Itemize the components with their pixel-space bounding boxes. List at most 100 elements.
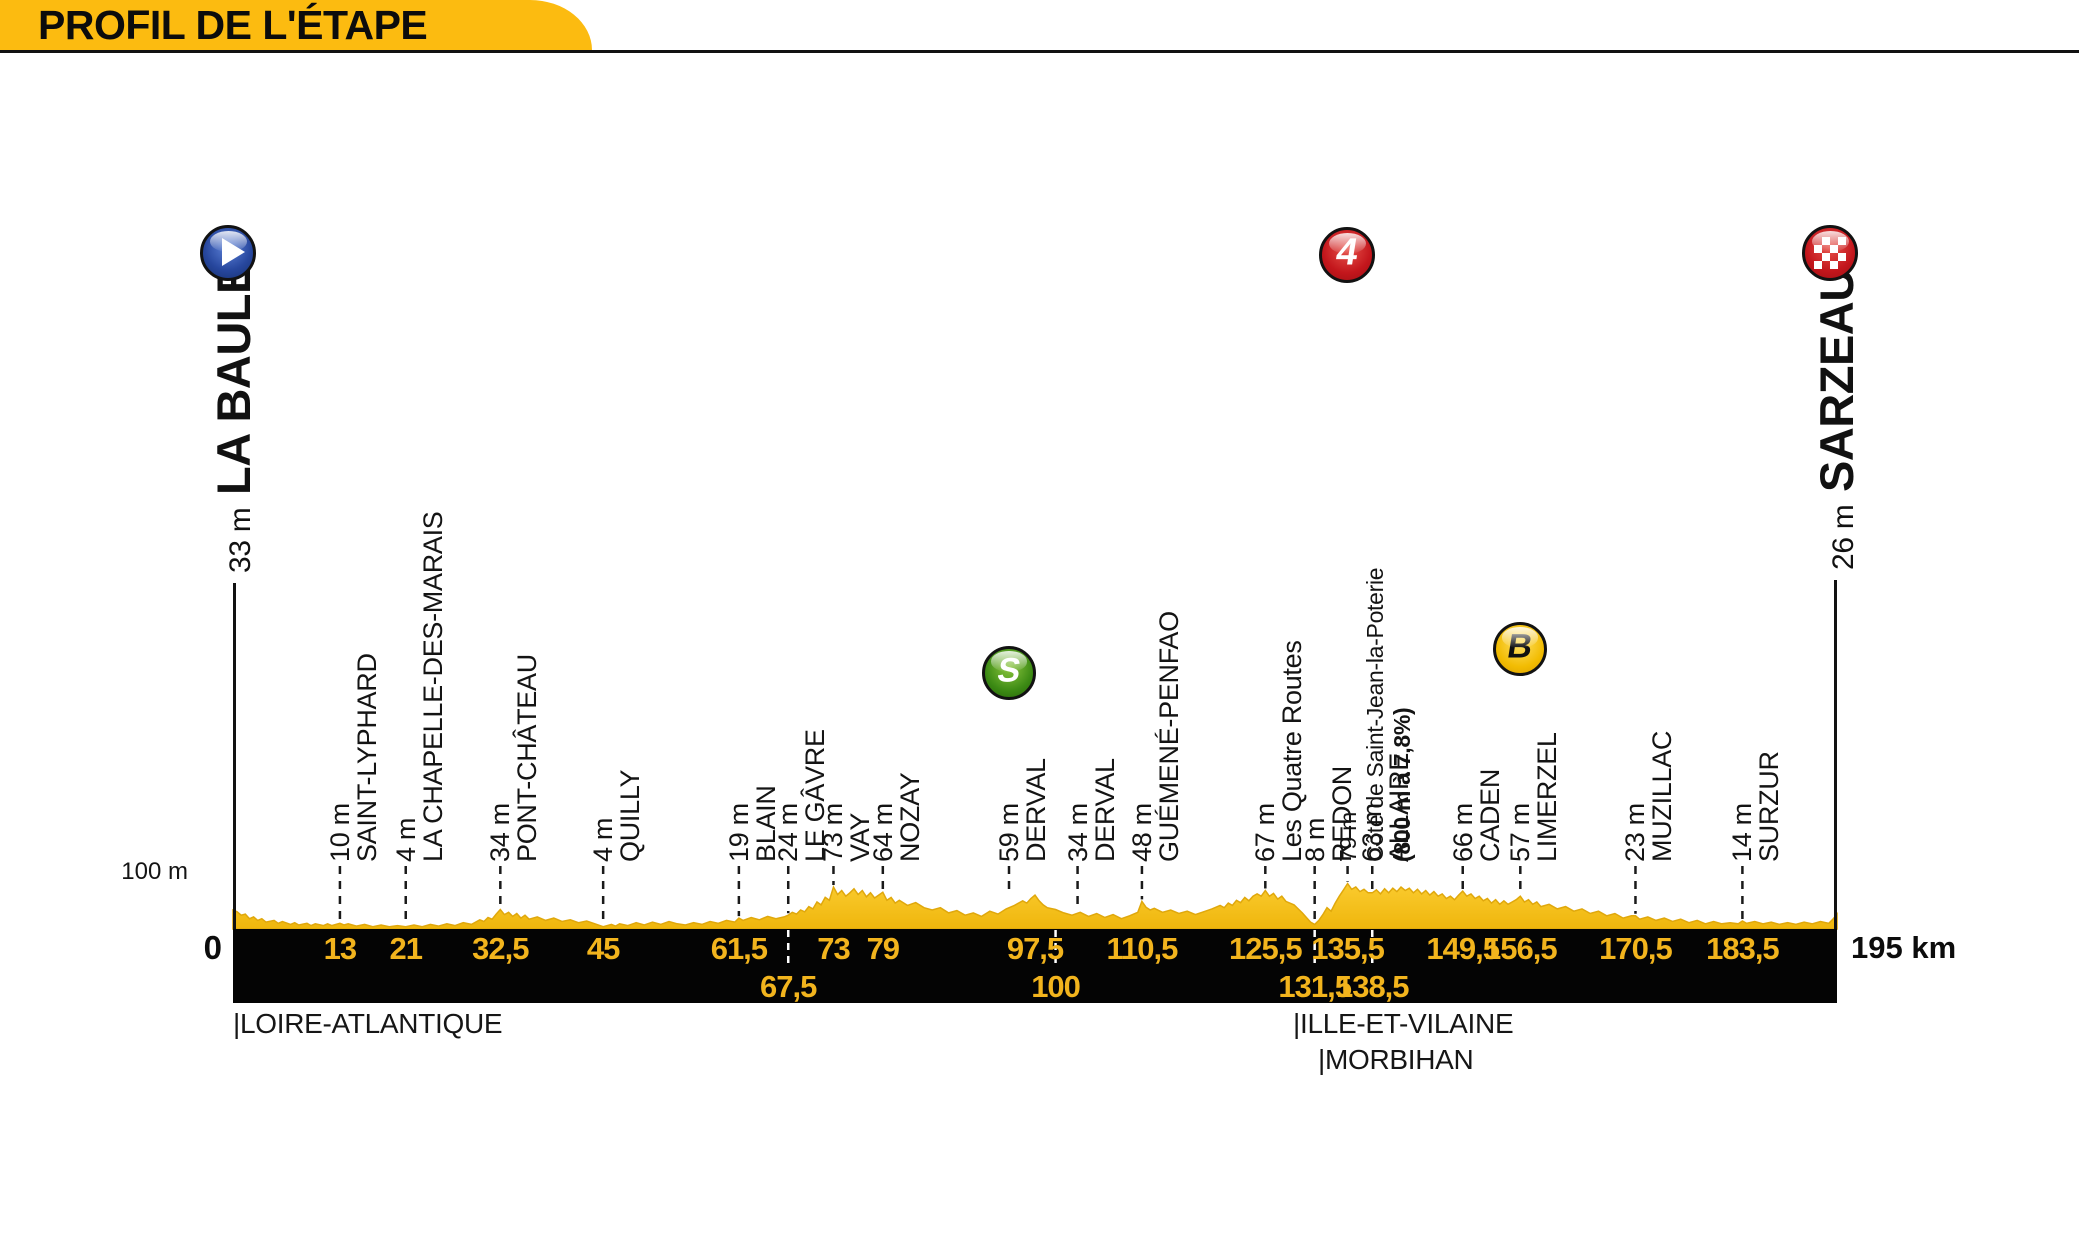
finish-city-label: 26 m SARZEAU [1810, 268, 1863, 571]
waypoint-name: LA CHAPELLE-DES-MARAIS [417, 511, 448, 862]
page-title: PROFIL DE L'ÉTAPE [38, 2, 428, 48]
bonus-icon: B [1493, 622, 1547, 676]
waypoint-label: 57 m LIMERZEL [1505, 732, 1562, 862]
km-marker: 156,5 [1484, 931, 1558, 966]
finish-altitude: 26 m [1827, 504, 1860, 571]
waypoint-label: 34 m PONT-CHÂTEAU [485, 654, 542, 862]
header-divider [0, 50, 2079, 53]
start-city-label: 33 m LA BAULE [207, 263, 260, 574]
km-marker: 131,5 [1278, 969, 1352, 1004]
waypoint-label: 24 m LE GÂVRE [773, 729, 830, 862]
sprint-icon: S [982, 646, 1036, 700]
waypoint-altitude: 10 m [324, 803, 355, 862]
sprint-letter: S [994, 651, 1024, 690]
waypoint-name: QUILLY [615, 769, 646, 862]
checkered-pattern-icon [1814, 237, 1846, 269]
km-marker: 61,5 [710, 931, 768, 966]
play-triangle-icon [222, 238, 245, 266]
waypoint-altitude: 73 m [818, 803, 849, 862]
km-marker: 21 [389, 931, 422, 966]
finish-city-name: SARZEAU [1810, 268, 1863, 492]
bonus-letter: B [1504, 627, 1536, 666]
waypoint-altitude: 4 m [588, 817, 619, 862]
km-marker: 183,5 [1706, 931, 1780, 966]
km-marker: 32,5 [472, 931, 529, 966]
waypoint-label: 4 m LA CHAPELLE-DES-MARAIS [390, 511, 448, 862]
waypoint-label: 34 m DERVAL [1062, 758, 1120, 862]
waypoint-name: PONT-CHÂTEAU [512, 654, 543, 862]
km-marker: 100 [1031, 969, 1081, 1004]
km-marker: 138,5 [1335, 969, 1410, 1004]
spacer [224, 495, 257, 503]
header-banner: PROFIL DE L'ÉTAPE [0, 0, 592, 50]
terrain-profile [232, 882, 1838, 930]
waypoint-altitude: 24 m [773, 803, 804, 862]
waypoint-altitude: 34 m [485, 803, 516, 862]
waypoint-altitude: 57 m [1505, 803, 1536, 862]
waypoint-altitude: 4 m [390, 817, 421, 862]
waypoint-label: 19 m BLAIN [723, 785, 781, 862]
waypoint-label: 23 m MUZILLAC [1620, 731, 1677, 862]
waypoint-label: 48 m GUÉMENÉ-PENFAO [1126, 611, 1184, 862]
distance-bar [233, 929, 1837, 1003]
cat4-number: 4 [1333, 231, 1361, 274]
waypoint-name: DERVAL [1089, 758, 1120, 862]
waypoint-altitude: 23 m [1620, 803, 1651, 862]
waypoint-label: 67 m Les Quatre Routes [1250, 640, 1307, 862]
total-distance-label: 195 km [1851, 930, 1957, 965]
km-marker: 67,5 [760, 969, 817, 1004]
waypoint-name: MUZILLAC [1647, 730, 1678, 862]
waypoint-altitude: 64 m [867, 803, 898, 862]
start-play-icon [200, 225, 256, 281]
waypoint-altitude: 48 m [1126, 803, 1157, 862]
waypoint-altitude: 8 m [1299, 817, 1330, 862]
km-marker: 135,5 [1311, 931, 1385, 966]
waypoint-altitude: 66 m [1447, 803, 1478, 862]
waypoint-altitude: 67 m [1250, 803, 1281, 862]
finish-checkered-flag-icon [1802, 225, 1858, 281]
km-marker: 149,5 [1426, 931, 1500, 966]
waypoint-label: 63 m ALLAIRE [1357, 753, 1414, 862]
department-label-loire-atlantique: |LOIRE-ATLANTIQUE [233, 1008, 503, 1039]
category-4-climb-icon: 4 [1319, 227, 1375, 283]
waypoint-altitude: 59 m [994, 803, 1024, 862]
waypoint-altitude: 19 m [723, 803, 754, 862]
department-label-morbihan: |MORBIHAN [1318, 1044, 1474, 1075]
waypoint-label: 14 m SURZUR [1727, 751, 1784, 862]
km-marker: 45 [586, 931, 620, 966]
waypoint-label: 73 m VAY [818, 803, 875, 862]
km-marker: 110,5 [1106, 931, 1178, 966]
waypoint-altitude: 63 m [1357, 803, 1388, 862]
km-marker: 73 [817, 931, 850, 966]
waypoint-label: 8 m REDON [1299, 766, 1357, 862]
waypoint-label: 59 m DERVAL [994, 758, 1051, 862]
waypoint-name: LIMERZEL [1532, 732, 1563, 862]
waypoint-name: SURZUR [1754, 751, 1785, 862]
waypoint-altitude: 14 m [1727, 803, 1758, 862]
waypoint-name: GUÉMENÉ-PENFAO [1153, 611, 1184, 862]
waypoint-name: ALLAIRE [1384, 753, 1415, 862]
waypoint-altitude: 34 m [1062, 803, 1093, 862]
waypoint-label: 4 m QUILLY [588, 770, 645, 862]
km-zero-label: 0 [203, 929, 222, 966]
elevation-scale-label: 100 m [121, 858, 188, 885]
km-marker: 170,5 [1599, 931, 1673, 966]
spacer [1827, 492, 1860, 500]
waypoint-name: NOZAY [894, 772, 925, 862]
km-marker: 125,5 [1229, 931, 1303, 966]
waypoint-label: 66 m CADEN [1447, 769, 1505, 862]
start-city-name: LA BAULE [207, 263, 260, 495]
km-marker: 13 [323, 931, 357, 966]
waypoint-name: CADEN [1474, 768, 1505, 862]
waypoint-name: SAINT-LYPHARD [351, 653, 382, 862]
waypoint-name: DERVAL [1021, 758, 1051, 862]
km-marker: 79 [866, 931, 900, 966]
waypoint-label: 64 m NOZAY [867, 772, 925, 862]
waypoint-label: 10 m SAINT-LYPHARD [324, 653, 382, 862]
km-marker: 97,5 [1006, 931, 1064, 966]
department-label-ille-et-vilaine: |ILLE-ET-VILAINE [1293, 1008, 1514, 1039]
start-altitude: 33 m [224, 507, 257, 574]
